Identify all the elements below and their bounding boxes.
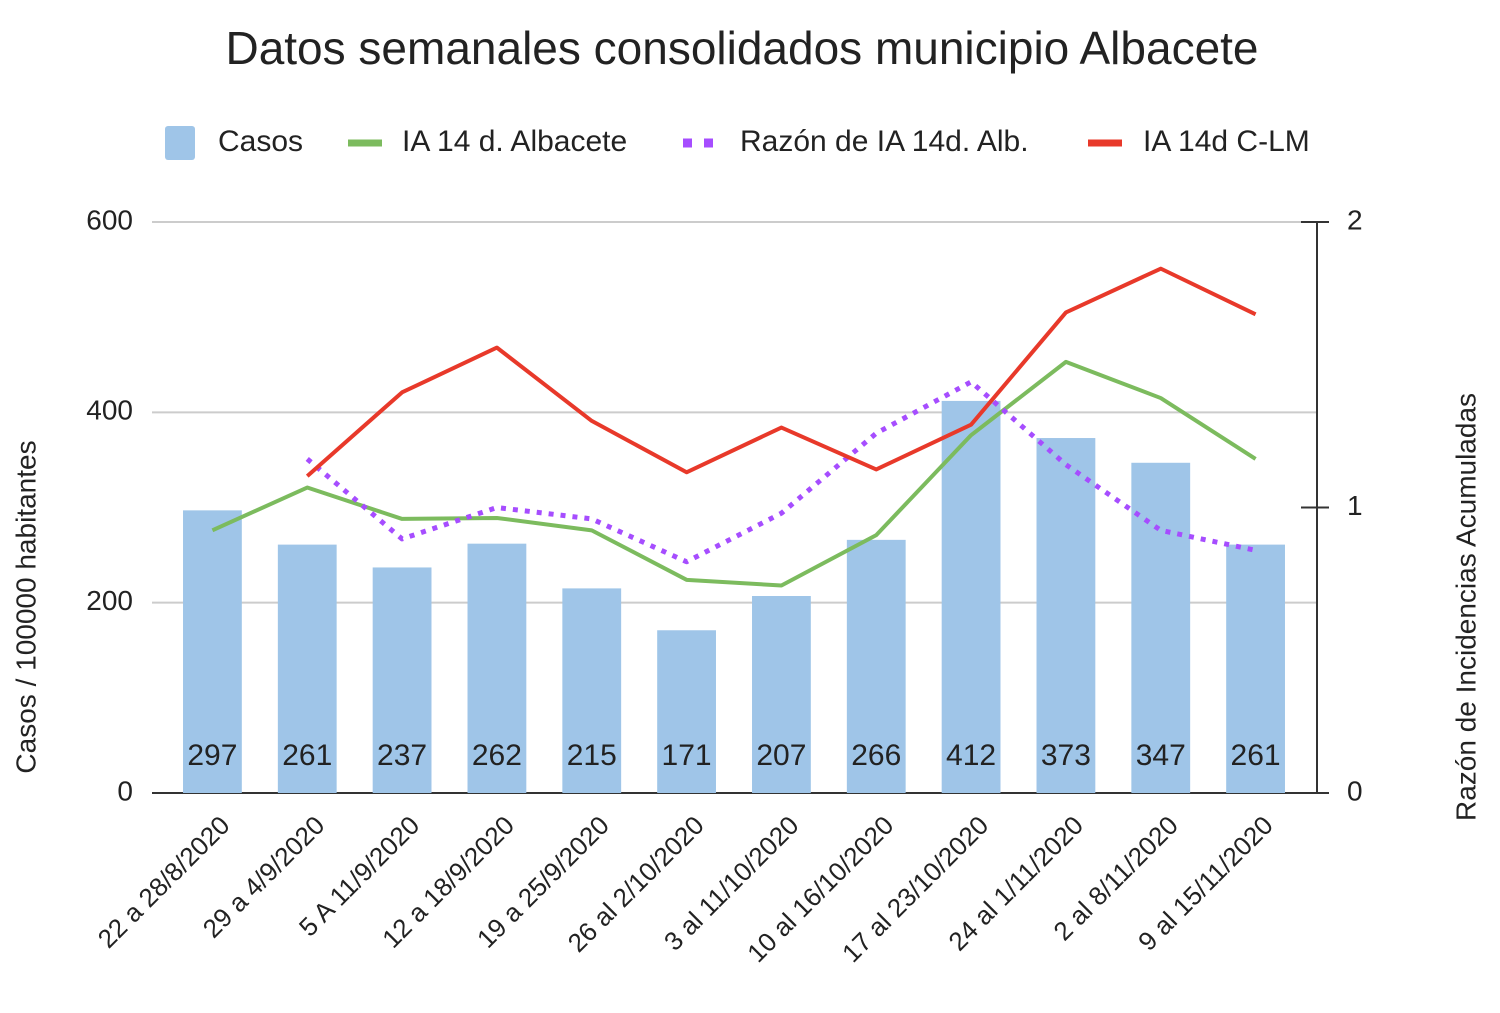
data-label: 237	[377, 739, 427, 772]
y2-axis-label: Razón de Incidencias Acumuladas	[1450, 393, 1481, 821]
y2-tick-label: 2	[1347, 204, 1363, 235]
y-tick-label: 600	[86, 204, 133, 235]
data-label: 207	[756, 739, 806, 772]
legend-label: Razón de IA 14d. Alb.	[740, 125, 1029, 158]
data-label: 412	[946, 739, 996, 772]
y-axis-label: Casos / 100000 habitantes	[10, 440, 41, 773]
bar	[277, 544, 337, 793]
y2-tick-label: 1	[1347, 490, 1363, 521]
bar	[941, 400, 1001, 793]
line	[211, 359, 1257, 588]
data-label: 215	[567, 739, 617, 772]
line	[305, 379, 1257, 565]
legend-label: IA 14d C-LM	[1143, 125, 1310, 158]
bar	[183, 510, 242, 793]
bar	[1131, 462, 1191, 793]
bar	[562, 588, 622, 793]
chart-title: Datos semanales consolidados municipio A…	[225, 22, 1258, 74]
data-label: 297	[187, 739, 237, 772]
bar	[372, 567, 432, 793]
y2-tick-label: 0	[1347, 775, 1363, 806]
data-label: 261	[282, 739, 332, 772]
bar	[657, 630, 716, 793]
legend-label: Casos	[218, 125, 303, 158]
data-label: 347	[1136, 739, 1186, 772]
data-label: 261	[1231, 739, 1281, 772]
legend-swatch	[165, 126, 195, 160]
bar	[752, 596, 811, 793]
data-label: 266	[851, 739, 901, 772]
bar	[467, 543, 527, 793]
bar	[846, 539, 906, 793]
y-tick-label: 0	[117, 775, 133, 806]
line	[305, 266, 1257, 478]
data-label: 373	[1041, 739, 1091, 772]
legend-label: IA 14 d. Albacete	[402, 125, 627, 158]
bar	[1036, 438, 1096, 793]
data-label: 171	[662, 739, 712, 772]
bar	[1226, 544, 1285, 793]
y-tick-label: 400	[86, 395, 133, 426]
y-tick-label: 200	[86, 585, 133, 616]
data-label: 262	[472, 739, 522, 772]
